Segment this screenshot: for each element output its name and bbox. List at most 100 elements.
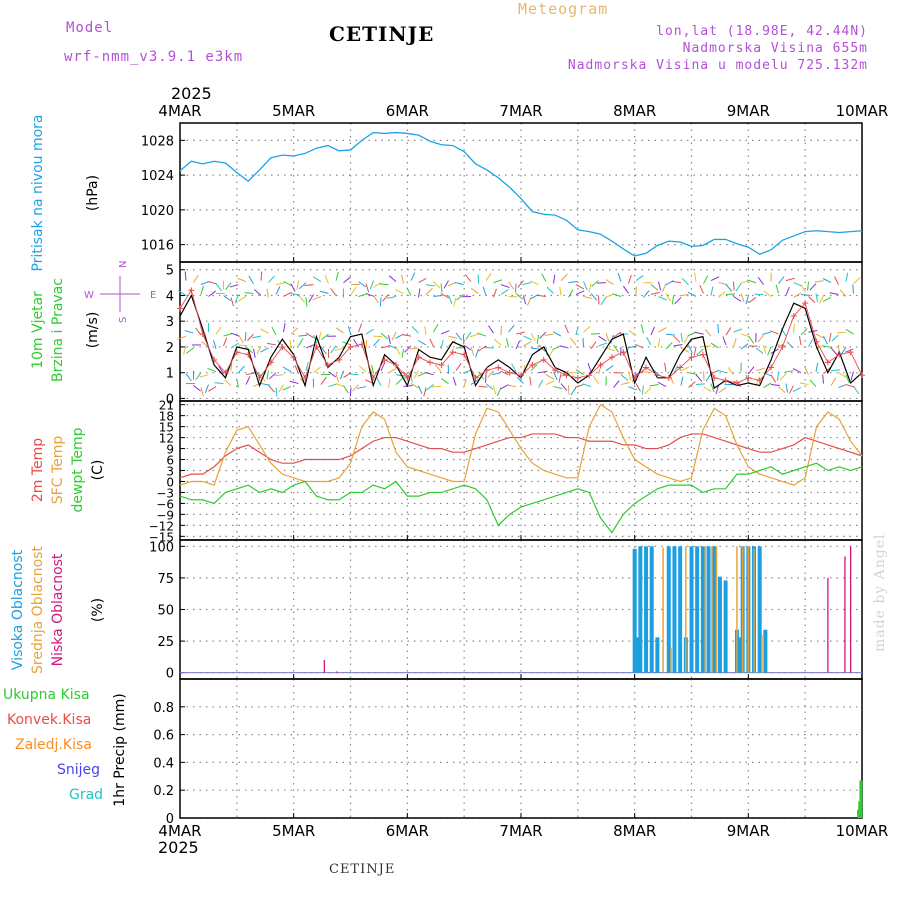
wind-arrow — [592, 375, 599, 384]
wind-arrow — [318, 331, 322, 341]
wind-arrow — [215, 326, 222, 335]
wind-arrow — [477, 332, 487, 337]
wind-arrow — [234, 294, 239, 304]
wind-arrow — [470, 346, 475, 356]
wind-arrow — [530, 363, 538, 372]
wind-arrow — [552, 345, 562, 351]
wind-arrow — [740, 293, 745, 303]
wind-arrow — [230, 297, 234, 307]
y-tick-label: 0.2 — [153, 784, 174, 799]
cloud-mid-bar — [753, 548, 755, 673]
wind-arrow — [440, 340, 444, 350]
wind-arrow — [799, 382, 809, 386]
wind-arrow — [546, 286, 554, 294]
wind-arrow — [289, 339, 292, 349]
wind-arrow — [748, 335, 755, 344]
wind-arrow — [559, 286, 562, 296]
wind-arrow — [775, 284, 779, 294]
y-tick-label: 1024 — [141, 169, 174, 184]
wind-arrow — [266, 288, 269, 298]
wind-arrow — [748, 297, 757, 304]
wind-arrow — [425, 284, 435, 287]
temp-ylabel-sfc: SFC Temp — [50, 436, 66, 505]
wind-arrow — [662, 283, 667, 293]
wind-arrow — [275, 282, 285, 286]
wind-arrow — [717, 324, 719, 334]
x-tick-label-top: 8MAR — [613, 102, 656, 120]
wind-arrow — [304, 284, 314, 287]
wind-arrow — [193, 385, 201, 392]
wind-arrow — [763, 382, 772, 388]
wind-arrow — [358, 365, 367, 373]
y-tick-label: 50 — [157, 604, 174, 619]
wind-arrow — [402, 334, 412, 337]
wind-arrow — [644, 387, 652, 395]
wind-arrow — [230, 332, 240, 337]
wind-arrow — [283, 323, 286, 333]
wind-arrow — [553, 371, 558, 381]
wind-arrow — [570, 387, 577, 396]
wind-arrow — [403, 371, 411, 379]
wind-arrow — [308, 294, 314, 303]
wind-arrow — [733, 281, 735, 291]
wind-arrow — [463, 344, 472, 351]
wind-arrow — [406, 287, 412, 296]
wind-arrow — [426, 384, 434, 391]
y-tick-label: −12 — [149, 519, 174, 533]
wind-arrow — [409, 347, 419, 350]
wind-arrow — [184, 330, 194, 334]
wind-arrow — [537, 294, 547, 297]
wind-arrow — [388, 334, 391, 344]
wind-arrow — [244, 332, 247, 342]
temp-2m-line — [179, 433, 863, 479]
wind-arrow — [178, 290, 187, 296]
compass-s: S — [118, 317, 129, 323]
precip-legend-item: Konvek.Kisa — [7, 712, 91, 728]
wind-arrow — [739, 280, 749, 285]
wind-arrow — [733, 328, 743, 333]
wind-arrow — [718, 291, 726, 298]
wind-arrow — [256, 345, 262, 355]
cloud-high-bar — [666, 546, 671, 673]
wind-arrow — [649, 384, 659, 387]
y-tick-label: −3 — [156, 486, 174, 500]
wind-arrow — [379, 283, 389, 286]
wind-arrow — [523, 295, 527, 305]
wind-arrow — [380, 345, 390, 349]
x-tick-label-top: 4MAR — [158, 102, 201, 120]
y-tick-label: 0.6 — [153, 729, 174, 744]
wind-ylabel-2: Brzina i Pravac — [50, 278, 66, 382]
cloud-high-bar — [712, 546, 717, 673]
wind-arrow — [424, 326, 427, 336]
wind-arrow — [347, 326, 352, 336]
wind-arrow — [628, 330, 637, 337]
wind-arrow — [267, 342, 277, 346]
cloud-high-bar — [689, 546, 694, 673]
wind-arrow — [328, 383, 338, 388]
wind-arrow — [200, 280, 210, 286]
model-name: wrf-nmm_v3.9.1 e3km — [64, 49, 244, 65]
wind-arrow — [658, 296, 667, 301]
wind-arrow — [248, 275, 254, 284]
wind-arrow — [560, 383, 568, 391]
x-tick-label-bottom: 7MAR — [499, 822, 542, 840]
wind-arrow — [418, 385, 423, 395]
wind-arrow — [433, 324, 439, 333]
wind-arrow — [298, 334, 308, 337]
wind-arrow — [800, 328, 808, 336]
elevation-info: Nadmorska Visina 655m — [682, 41, 868, 56]
wind-arrow — [365, 292, 375, 298]
wind-arrow — [845, 272, 849, 282]
wind-arrow — [710, 286, 714, 296]
wind-gust-line — [179, 289, 863, 384]
wind-arrow — [745, 295, 749, 305]
cloud-high-bar — [757, 546, 762, 673]
wind-arrow — [413, 370, 419, 379]
wind-arrow — [475, 348, 479, 358]
wind-arrow — [834, 276, 839, 285]
wind-arrow — [275, 286, 281, 295]
y-tick-label: 5 — [166, 264, 174, 279]
temp-ylabel-dew: dewpt Temp — [70, 427, 86, 512]
wind-arrow — [401, 274, 404, 284]
wind-arrow — [755, 367, 765, 372]
